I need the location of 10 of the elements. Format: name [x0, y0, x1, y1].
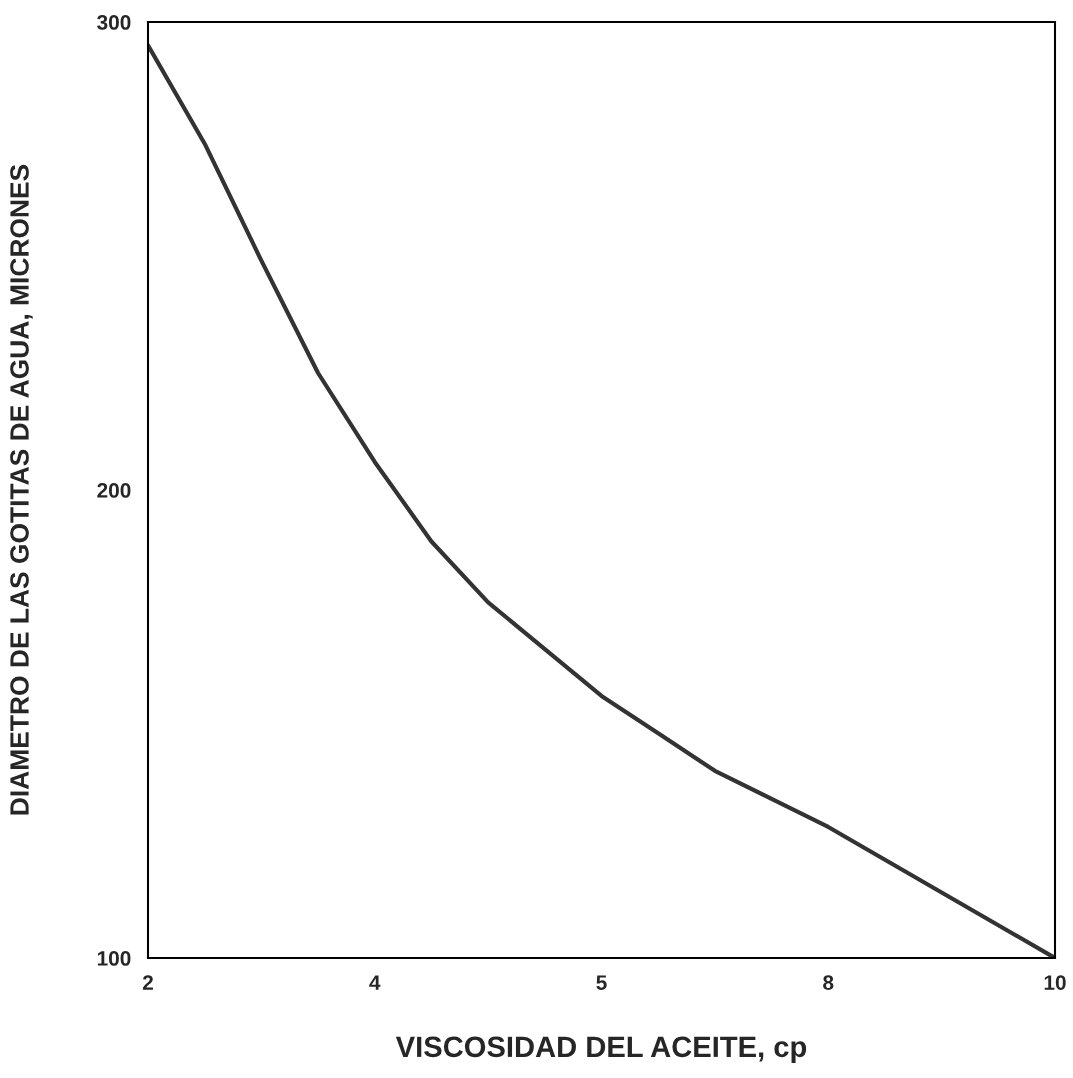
y-tick-label: 300: [97, 15, 131, 30]
x-tick-label: 4: [369, 975, 381, 990]
x-axis-title: VISCOSIDAD DEL ACEITE, cp: [395, 1036, 807, 1063]
x-tick-label: 2: [142, 975, 153, 990]
x-tick-label: 5: [596, 975, 607, 990]
x-tick-label: 8: [823, 975, 834, 990]
y-tick-label: 200: [97, 483, 131, 498]
y-tick-label: 100: [97, 951, 131, 966]
x-tick-label: 10: [1044, 975, 1066, 990]
y-axis-title: DIAMETRO DE LAS GOTITAS DE AGUA, MICRONES: [10, 164, 33, 815]
